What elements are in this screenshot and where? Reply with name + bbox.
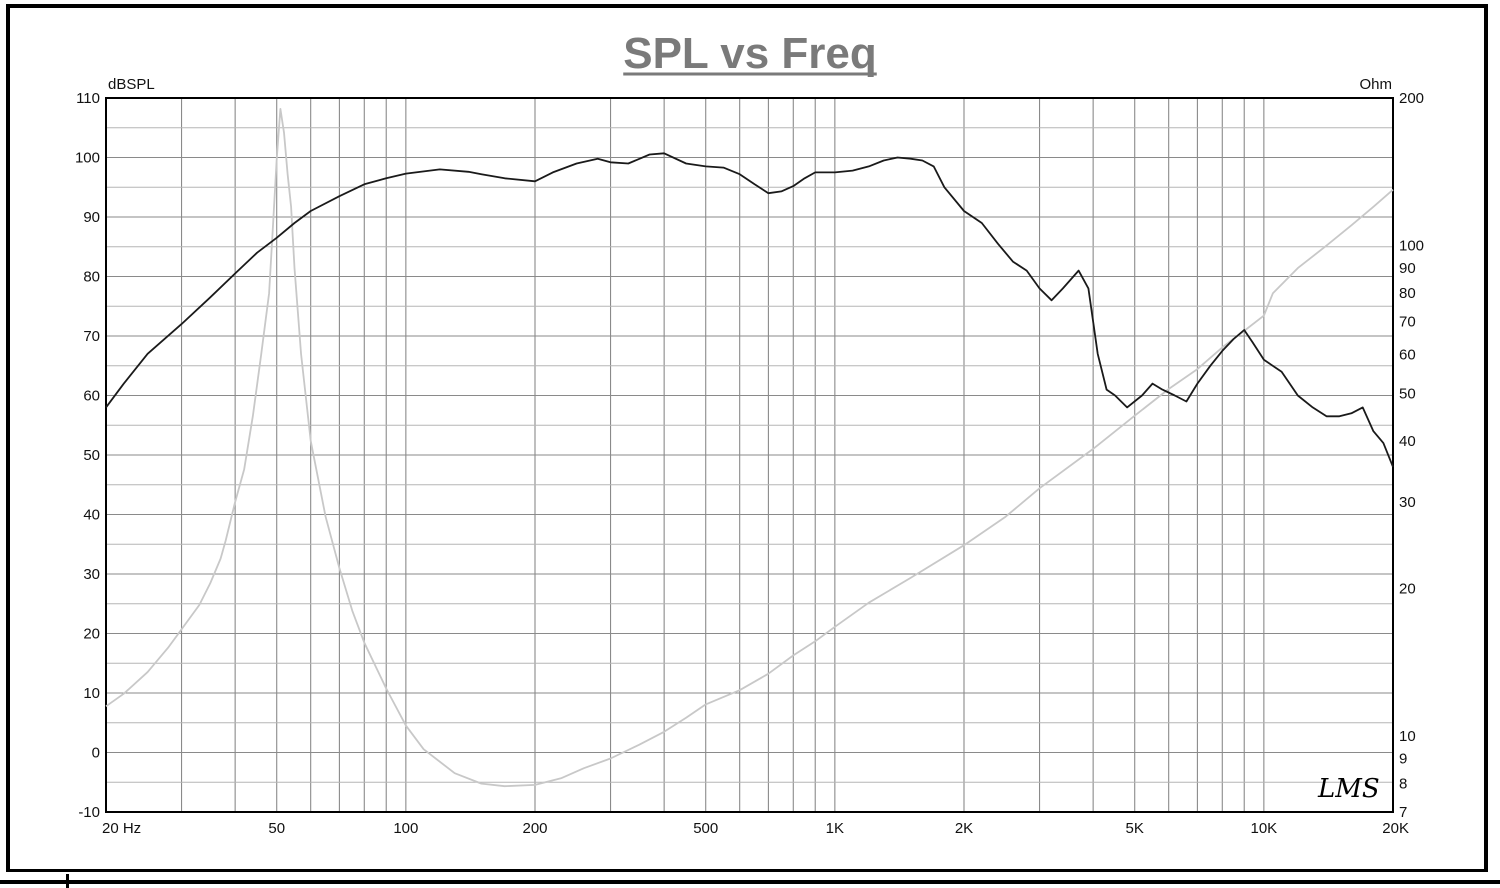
right-tick-label: 50 (1399, 385, 1416, 402)
x-tick-label: 100 (393, 820, 418, 837)
right-tick-label: 20 (1399, 580, 1416, 597)
left-tick-label: 10 (83, 685, 100, 702)
x-tick-label: 20K (1382, 820, 1409, 837)
right-tick-label: 200 (1399, 90, 1424, 107)
left-tick-label: 0 (92, 745, 100, 762)
right-tick-label: 80 (1399, 285, 1416, 302)
right-tick-label: 40 (1399, 433, 1416, 450)
bottom-rule (0, 880, 1500, 884)
right-tick-label: 30 (1399, 494, 1416, 511)
plot-border (105, 97, 1394, 813)
right-tick-label: 100 (1399, 238, 1424, 255)
right-tick-label: 10 (1399, 728, 1416, 745)
left-tick-label: 30 (83, 566, 100, 583)
right-tick-label: 8 (1399, 776, 1407, 793)
left-tick-label: 40 (83, 507, 100, 524)
right-tick-label: 60 (1399, 346, 1416, 363)
right-axis-unit: Ohm (1359, 76, 1392, 93)
x-tick-label: 5K (1126, 820, 1144, 837)
right-axis-ticks: 200 100 90 80 70 60 50 40 30 20 10 9 8 7 (1399, 90, 1424, 821)
left-tick-label: 80 (83, 269, 100, 286)
x-tick-label: 200 (522, 820, 547, 837)
left-tick-label: 100 (75, 150, 100, 167)
chart-frame (6, 4, 1488, 872)
right-tick-label: 7 (1399, 804, 1407, 821)
x-tick-label: 10K (1251, 820, 1278, 837)
right-tick-label: 9 (1399, 750, 1407, 767)
spl-curve (105, 152, 1394, 468)
x-tick-label: 2K (955, 820, 973, 837)
series-layer (105, 108, 1394, 788)
lms-logo: LMS (1317, 774, 1380, 804)
left-tick-label: 110 (76, 90, 100, 107)
x-axis-ticks: 20 Hz 50 100 200 500 1K 2K 5K 10K 20K (102, 820, 1409, 837)
x-tick-label: 20 Hz (102, 820, 141, 837)
left-tick-label: 70 (83, 328, 100, 345)
x-tick-label: 50 (268, 820, 285, 837)
x-tick-label: 1K (826, 820, 844, 837)
left-tick-label: 20 (83, 626, 100, 643)
left-tick-label: -10 (78, 804, 100, 821)
chart-title: SPL vs Freq (623, 29, 877, 78)
right-tick-label: 70 (1399, 314, 1416, 331)
left-tick-label: 50 (83, 447, 100, 464)
left-axis-unit: dBSPL (108, 76, 155, 93)
impedance-curve (105, 108, 1394, 788)
grid-lines (106, 98, 1393, 812)
right-tick-label: 90 (1399, 260, 1416, 277)
bottom-rule-stub (66, 874, 69, 888)
left-tick-label: 90 (83, 209, 100, 226)
x-tick-label: 500 (693, 820, 718, 837)
left-tick-label: 60 (83, 388, 100, 405)
